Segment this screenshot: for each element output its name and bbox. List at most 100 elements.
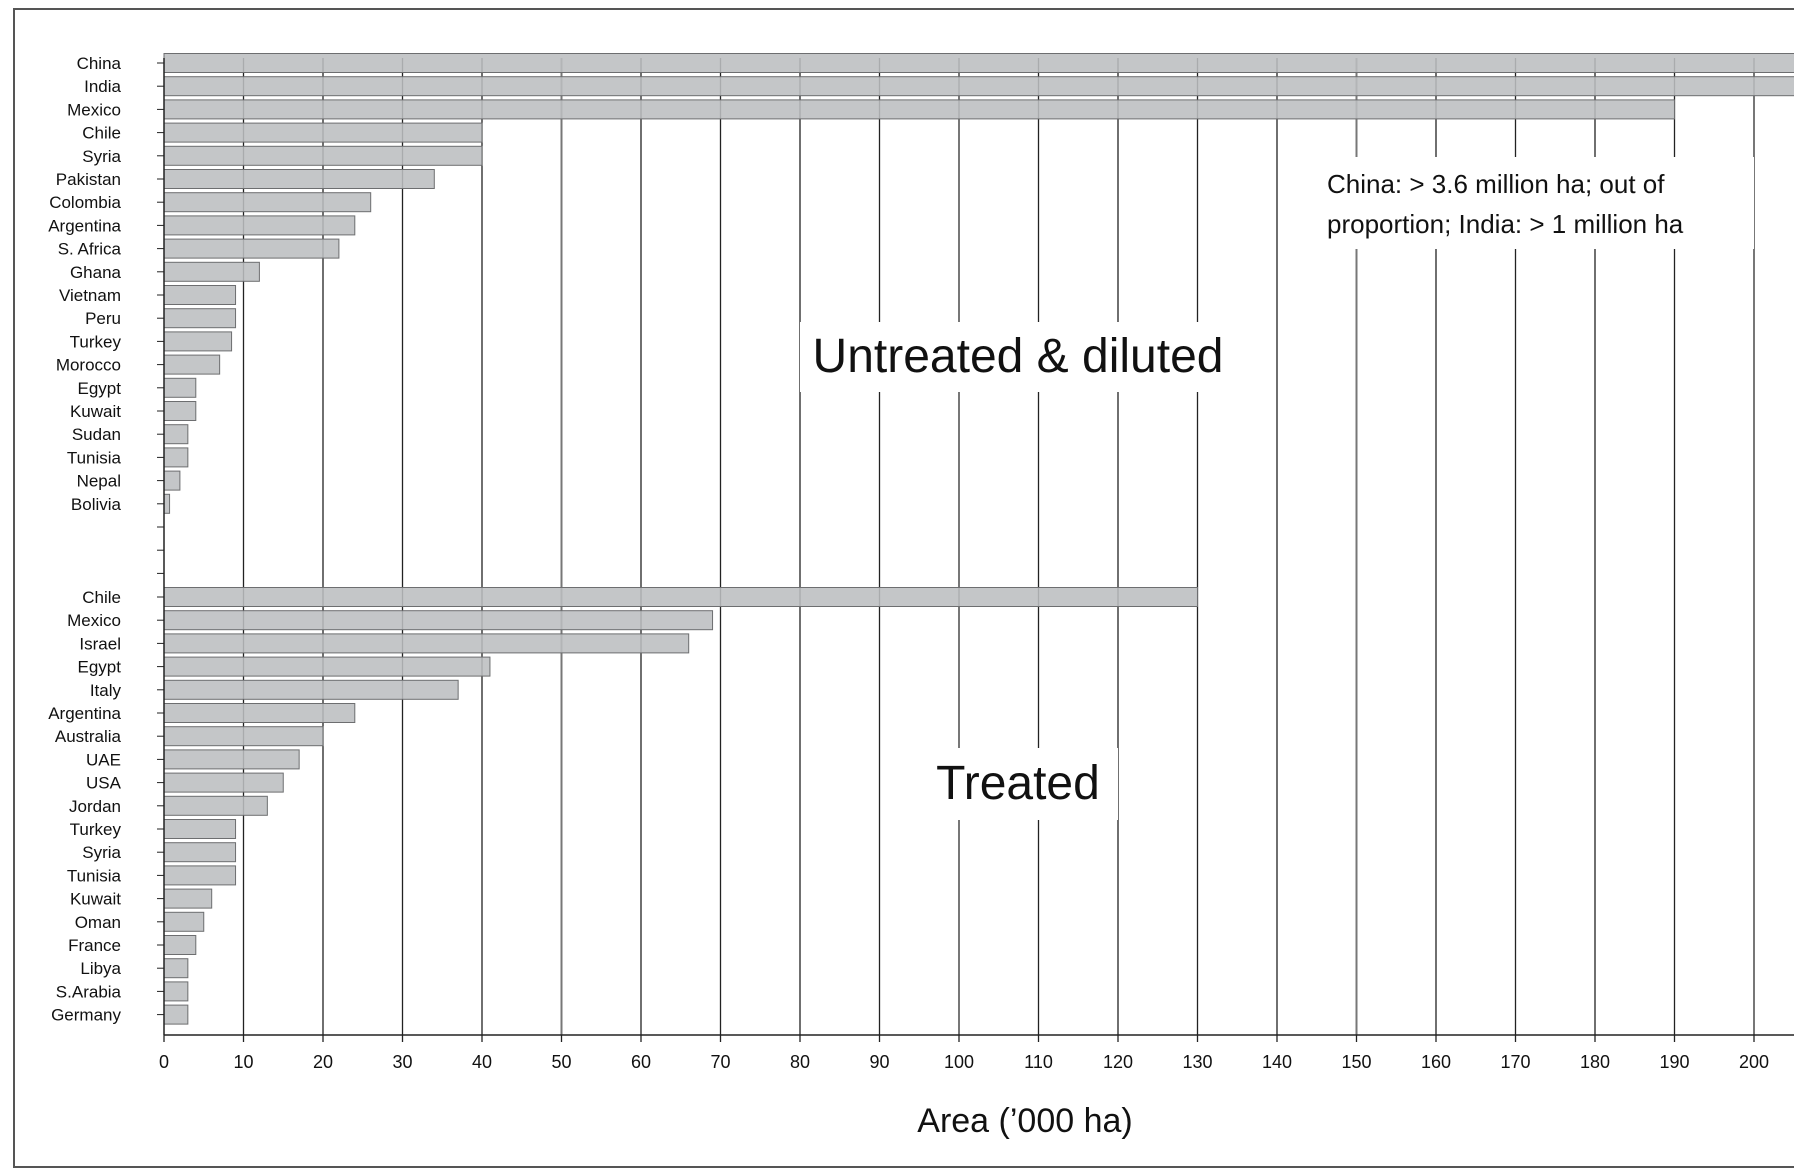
bar-0-16 xyxy=(163,424,189,445)
bar-0-1 xyxy=(163,76,1794,97)
category-label: Libya xyxy=(80,959,121,978)
bar-0-19 xyxy=(163,493,171,514)
x-tick-label: 140 xyxy=(1262,1052,1292,1072)
bar-0-7 xyxy=(163,215,356,236)
bar-1-17 xyxy=(163,981,189,1002)
annotation-note: China: > 3.6 million ha; out of proporti… xyxy=(1327,169,1684,239)
annotation-line-1: China: > 3.6 million ha; out of xyxy=(1327,169,1665,199)
category-label: Germany xyxy=(51,1006,121,1025)
bar-0-0 xyxy=(163,53,1794,73)
category-label: Kuwait xyxy=(70,402,121,421)
category-label: France xyxy=(68,936,121,955)
x-tick-label: 0 xyxy=(159,1052,169,1072)
x-tick-label: 30 xyxy=(392,1052,412,1072)
group-label-bg-treated xyxy=(920,748,1118,820)
annotation-line-2: proportion; India: > 1 million ha xyxy=(1327,209,1684,239)
category-label: Tunisia xyxy=(67,448,122,467)
bar-0-8 xyxy=(163,238,340,259)
x-tick-label: 200 xyxy=(1739,1052,1769,1072)
category-label: S. Africa xyxy=(58,240,122,259)
category-label: Chile xyxy=(82,124,121,143)
x-tick-label: 60 xyxy=(631,1052,651,1072)
category-labels: China India Mexico Chile Syria Pakistan Colomb… xyxy=(48,54,121,1025)
x-tick-label: 70 xyxy=(710,1052,730,1072)
bar-1-15 xyxy=(163,935,197,955)
bar-0-4 xyxy=(163,145,483,166)
x-tick-label: 110 xyxy=(1024,1052,1053,1072)
category-label: Mexico xyxy=(67,611,121,630)
bar-0-17 xyxy=(163,447,189,468)
x-tick-label: 130 xyxy=(1182,1052,1212,1072)
category-label: Sudan xyxy=(72,425,121,444)
category-label: Bolivia xyxy=(71,495,122,514)
category-label: Nepal xyxy=(77,472,121,491)
category-label: Jordan xyxy=(69,797,121,816)
category-label: Tunisia xyxy=(67,866,122,885)
category-label: Turkey xyxy=(70,332,122,351)
bar-0-2 xyxy=(163,99,1675,120)
x-axis: 0 10 20 30 40 50 60 70 80 90 100 110 120 130 140 150 160… xyxy=(157,58,1794,1072)
bar-0-15 xyxy=(163,401,197,421)
bar-1-10 xyxy=(163,819,237,839)
category-label: Peru xyxy=(85,309,121,328)
category-label: USA xyxy=(86,774,122,793)
category-label: Israel xyxy=(79,634,121,653)
bar-1-2 xyxy=(163,633,690,654)
x-tick-label: 120 xyxy=(1103,1052,1133,1072)
bar-1-9 xyxy=(163,795,268,816)
category-label: Argentina xyxy=(48,704,121,723)
x-tick-label: 100 xyxy=(944,1052,974,1072)
bar-0-3 xyxy=(163,122,483,143)
annotation-bg xyxy=(1318,157,1754,249)
bar-1-7 xyxy=(163,749,300,770)
x-tick-label: 40 xyxy=(472,1052,492,1072)
x-tick-label: 180 xyxy=(1580,1052,1610,1072)
bar-0-5 xyxy=(163,169,435,189)
category-label: Ghana xyxy=(70,263,122,282)
bar-0-9 xyxy=(163,261,260,282)
category-label: Chile xyxy=(82,588,121,607)
category-label: Egypt xyxy=(78,379,122,398)
category-label: Syria xyxy=(82,147,121,166)
bar-1-16 xyxy=(163,958,189,979)
x-tick-label: 80 xyxy=(790,1052,810,1072)
x-axis-title: Area (’000 ha) xyxy=(917,1102,1132,1140)
bar-1-4 xyxy=(163,679,459,700)
bar-0-6 xyxy=(163,192,372,213)
bar-1-1 xyxy=(163,610,714,631)
category-label: Pakistan xyxy=(56,170,121,189)
bar-1-18 xyxy=(163,1004,189,1025)
category-label: Syria xyxy=(82,843,121,862)
bar-1-3 xyxy=(163,656,491,677)
bar-1-5 xyxy=(163,703,356,723)
category-label: Vietnam xyxy=(59,286,121,305)
bar-1-6 xyxy=(163,726,324,747)
category-label: Kuwait xyxy=(70,890,121,909)
bars xyxy=(163,53,1794,1025)
category-label: China xyxy=(77,54,122,73)
bar-1-8 xyxy=(163,772,284,793)
bar-1-14 xyxy=(163,911,205,932)
category-label: UAE xyxy=(86,750,121,769)
bar-1-12 xyxy=(163,865,237,886)
group-label-bg-untreated xyxy=(800,322,1236,392)
x-tick-label: 190 xyxy=(1659,1052,1689,1072)
group-label-untreated: Untreated & diluted xyxy=(813,330,1224,383)
bar-0-10 xyxy=(163,285,237,305)
category-label: Mexico xyxy=(67,100,121,119)
x-tick-label: 170 xyxy=(1500,1052,1530,1072)
bar-0-12 xyxy=(163,331,233,352)
category-label: Argentina xyxy=(48,216,121,235)
category-label: Oman xyxy=(75,913,121,932)
x-tick-label: 50 xyxy=(551,1052,571,1072)
x-tick-label: 20 xyxy=(313,1052,333,1072)
x-tick-label: 90 xyxy=(869,1052,889,1072)
x-tick-label: 10 xyxy=(233,1052,253,1072)
category-label: India xyxy=(84,77,121,96)
category-label: Egypt xyxy=(78,658,122,677)
bar-0-11 xyxy=(163,308,237,329)
bar-0-13 xyxy=(163,354,221,375)
category-label: Morocco xyxy=(56,356,121,375)
category-label: S.Arabia xyxy=(56,982,122,1001)
